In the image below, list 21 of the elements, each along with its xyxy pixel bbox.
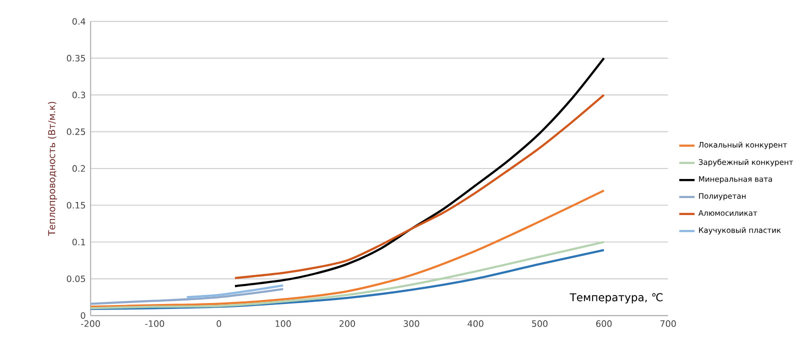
- y-tick-label: 0.05: [66, 276, 86, 282]
- y-tick-label: 0.15: [66, 202, 86, 209]
- y-axis-title: Теплопроводность (Вт/м.к): [48, 102, 58, 236]
- x-axis-title: Температура, ℃: [570, 293, 663, 304]
- x-tick-label: 100: [276, 320, 291, 327]
- x-tick-label: 600: [596, 320, 612, 327]
- x-tick-label: 300: [404, 320, 420, 327]
- x-tick-label: 700: [660, 320, 676, 327]
- y-tick-label: 0.35: [66, 54, 86, 62]
- x-tick-label: 0: [216, 320, 222, 327]
- y-tick-label: 0.3: [72, 92, 86, 98]
- y-tick-label: 0.2: [72, 165, 85, 172]
- x-tick-label: 400: [468, 320, 484, 327]
- y-tick-label: 0.4: [72, 18, 86, 25]
- y-tick-label: 0.25: [66, 128, 86, 136]
- x-tick-label: 500: [532, 320, 548, 327]
- x-tick-label: 200: [340, 320, 356, 327]
- y-tick-label: 0: [80, 312, 86, 319]
- x-tick-label: -200: [81, 320, 100, 327]
- y-tick-label: 0.1: [72, 238, 85, 246]
- x-tick-label: -100: [145, 320, 164, 327]
